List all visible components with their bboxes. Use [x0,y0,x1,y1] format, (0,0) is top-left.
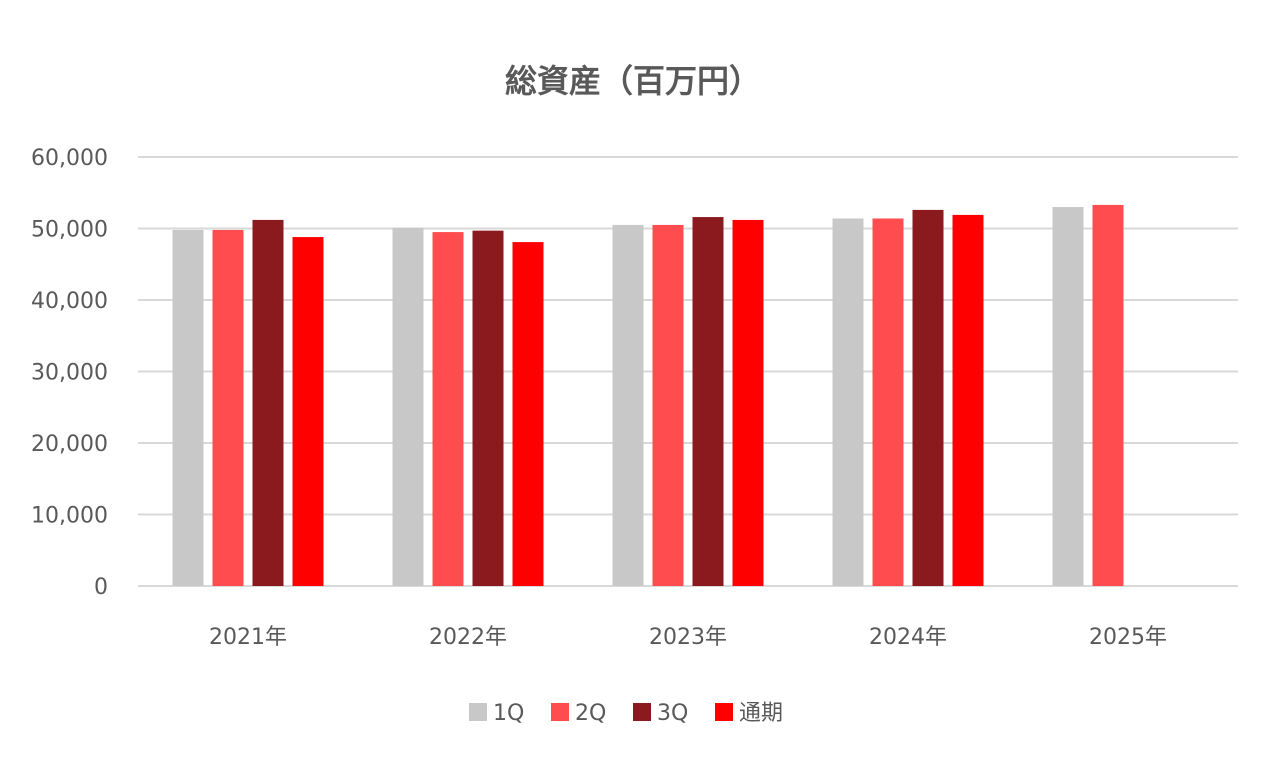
bar [292,237,324,586]
legend-swatch [715,703,733,721]
bar [872,218,904,587]
y-tick-label: 10,000 [31,504,108,529]
x-tick-label: 2024年 [869,625,947,650]
bar [432,232,464,586]
x-tick-label: 2023年 [649,625,727,650]
bar [472,230,504,586]
legend-label: 3Q [657,701,688,726]
bar [512,242,544,586]
legend-swatch [551,703,569,721]
x-tick-label: 2025年 [1089,625,1167,650]
y-tick-label: 0 [94,575,108,600]
legend-swatch [469,703,487,721]
bar [952,214,984,587]
y-tick-label: 50,000 [31,218,108,243]
legend: 1Q 2Q 3Q 通期 [469,701,783,726]
y-tick-label: 20,000 [31,432,108,457]
bar [692,217,724,586]
y-tick-label: 60,000 [31,146,108,171]
bar [652,224,684,587]
bar [252,219,284,587]
bars [172,204,1124,587]
y-axis-ticks: 0 10,000 20,000 30,000 40,000 50,000 60,000 [31,146,108,600]
bar [392,227,424,586]
x-tick-label: 2021年 [209,625,287,650]
legend-label: 2Q [575,701,606,726]
bar [912,209,944,586]
bar [1052,207,1084,587]
x-tick-label: 2022年 [429,625,507,650]
y-tick-label: 30,000 [31,361,108,386]
legend-label: 1Q [493,701,524,726]
legend-swatch [633,703,651,721]
bar [832,218,864,587]
bar [1092,204,1124,586]
bar [732,219,764,587]
bar [612,224,644,587]
bar [212,229,244,586]
x-axis-ticks: 2021年 2022年 2023年 2024年 2025年 [209,625,1167,650]
y-tick-label: 40,000 [31,289,108,314]
legend-label: 通期 [739,701,783,726]
bar [172,229,204,586]
chart-title: 総資産（百万円） [505,62,761,100]
